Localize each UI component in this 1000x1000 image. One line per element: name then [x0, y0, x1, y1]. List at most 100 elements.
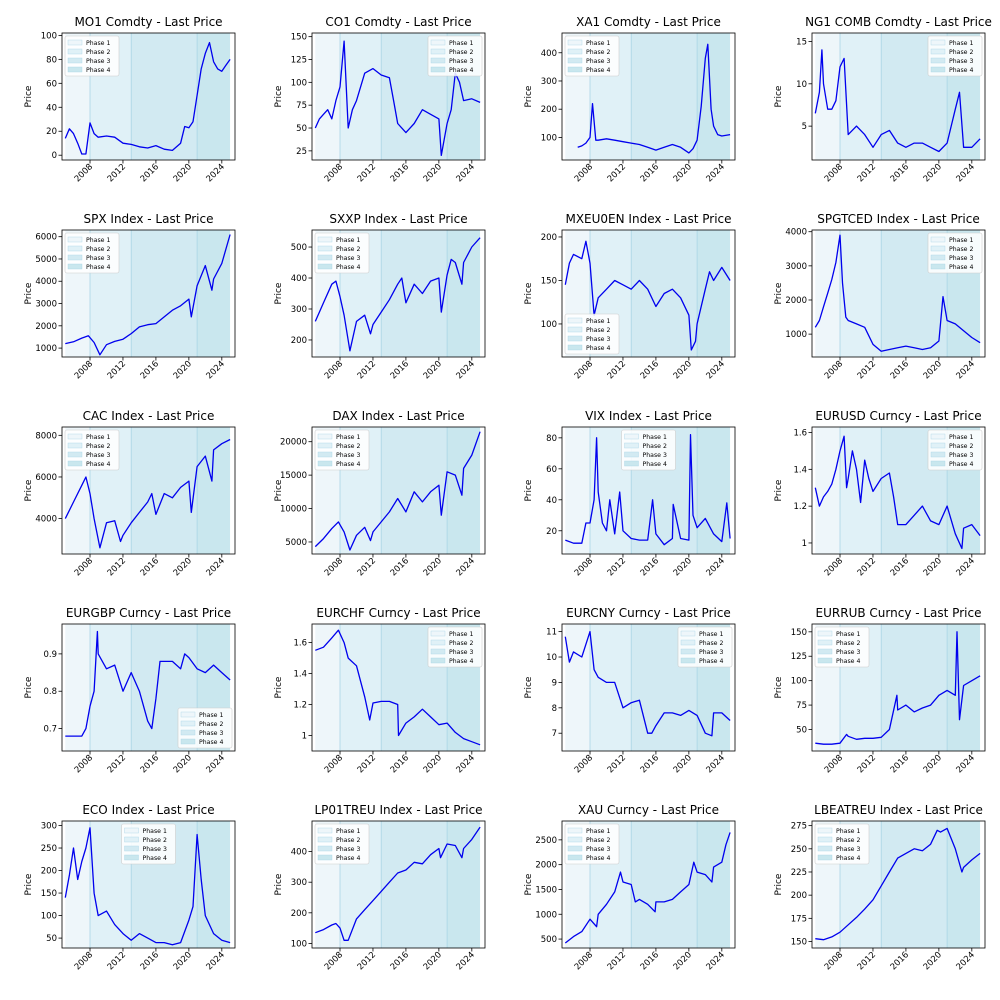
y-tick-label: 1 — [302, 732, 307, 742]
axes-frame — [811, 32, 986, 161]
legend-label: Phase 1 — [949, 434, 973, 441]
legend-swatch — [67, 245, 83, 252]
y-tick-label: 300 — [41, 822, 57, 832]
phase-band — [447, 230, 481, 357]
y-tick-label: 8 — [552, 704, 557, 714]
series-line — [815, 827, 981, 941]
legend: Phase 1 Phase 2 Phase 3 Phase 4 — [927, 35, 983, 77]
phase-band — [697, 230, 731, 357]
legend-label: Phase 3 — [586, 846, 610, 853]
x-tick-label: 2020 — [422, 359, 444, 381]
legend-label: Phase 3 — [643, 452, 667, 459]
y-tick-label: 80 — [546, 434, 557, 444]
chart-svg: VIX Index - Last Price Price 20 40 60 80 2008 2… — [524, 409, 736, 578]
y-tick-label: 150 — [791, 628, 807, 638]
legend-swatch — [930, 236, 946, 243]
y-tick-label: 1.2 — [293, 701, 307, 711]
x-tick-label: 2008 — [823, 556, 845, 578]
chart-svg: DAX Index - Last Price Price 5000 10000 1500… — [274, 409, 486, 578]
y-axis-label: Price — [24, 676, 34, 698]
legend-swatch — [430, 48, 446, 55]
legend-label: Phase 4 — [836, 855, 860, 862]
axes-frame — [311, 820, 486, 949]
legend-swatch — [567, 854, 583, 861]
series-line — [314, 431, 481, 551]
legend-swatch — [67, 236, 83, 243]
x-tick-label: 2020 — [422, 162, 444, 184]
legend-swatch — [67, 433, 83, 440]
legend-label: Phase 4 — [586, 345, 610, 352]
legend-label: Phase 2 — [643, 443, 667, 450]
legend-label: Phase 2 — [586, 837, 610, 844]
series-line — [315, 629, 481, 746]
y-tick-label: 1500 — [535, 885, 557, 895]
legend-label: Phase 1 — [836, 631, 860, 638]
y-axis-label: Price — [274, 676, 284, 698]
chart-title: MXEU0EN Index - Last Price — [565, 212, 731, 226]
phase-band — [697, 821, 731, 948]
y-tick-label: 200 — [291, 909, 307, 919]
legend-label: Phase 3 — [449, 58, 473, 65]
x-tick-label: 2024 — [955, 556, 977, 578]
legend-box — [814, 626, 870, 668]
legend-swatch — [430, 648, 446, 655]
x-tick-label: 2020 — [922, 753, 944, 775]
y-tick-label: 40 — [546, 496, 557, 506]
phase-band — [447, 821, 481, 948]
legend-label: Phase 3 — [836, 649, 860, 656]
y-tick-label: 100 — [541, 320, 557, 330]
chart-panel: LBEATREU Index - Last Price Price 150 175 20… — [750, 788, 1000, 985]
chart-title: SPX Index - Last Price — [84, 212, 214, 226]
legend-swatch — [567, 317, 583, 324]
legend: Phase 1 Phase 2 Phase 3 Phase 4 — [64, 429, 120, 471]
y-tick-label: 400 — [541, 49, 557, 59]
x-tick-label: 2020 — [672, 950, 694, 972]
legend-swatch — [930, 66, 946, 73]
phase-band — [881, 821, 948, 948]
chart-panel: SPX Index - Last Price Price 1000 2000 3000 4… — [0, 197, 250, 394]
x-tick-label: 2024 — [705, 359, 727, 381]
phase-band — [197, 821, 231, 948]
axes-frame — [61, 426, 236, 555]
legend-label: Phase 2 — [86, 246, 110, 253]
y-tick-label: 300 — [541, 77, 557, 87]
phase-band — [840, 427, 882, 554]
y-tick-label: 3000 — [35, 300, 57, 310]
x-tick-label: 2008 — [323, 556, 345, 578]
legend-label: Phase 4 — [449, 658, 473, 665]
legend-label: Phase 1 — [586, 828, 610, 835]
x-tick-label: 2016 — [889, 359, 911, 381]
legend-label: Phase 1 — [643, 434, 667, 441]
chart-svg: EURUSD Curncy - Last Price Price 1 1.2 1.4 1.… — [774, 409, 986, 578]
legend-label: Phase 2 — [586, 327, 610, 334]
x-tick-label: 2016 — [389, 359, 411, 381]
y-tick-label: 100 — [541, 133, 557, 143]
chart-svg: EURGBP Curncy - Last Price Price 0.7 0.8 0.9… — [24, 606, 236, 775]
x-tick-label: 2012 — [856, 359, 878, 381]
legend-swatch — [567, 48, 583, 55]
legend-label: Phase 1 — [836, 828, 860, 835]
x-tick-label: 2024 — [455, 162, 477, 184]
x-tick-label: 2024 — [205, 359, 227, 381]
y-tick-label: 100 — [291, 78, 307, 88]
axes-frame — [61, 623, 236, 752]
y-axis-label: Price — [524, 676, 534, 698]
legend-box — [564, 35, 620, 77]
y-tick-label: 200 — [541, 233, 557, 243]
y-tick-label: 10 — [546, 653, 557, 663]
y-tick-label: 50 — [46, 934, 57, 944]
x-tick-label: 2020 — [922, 359, 944, 381]
series-line — [65, 630, 231, 737]
legend-box — [314, 823, 370, 865]
legend-swatch — [624, 460, 639, 467]
axes-frame — [311, 229, 486, 358]
legend-swatch — [317, 836, 333, 843]
y-axis-label: Price — [274, 85, 284, 107]
legend-swatch — [430, 66, 446, 73]
y-tick-label: 1000 — [35, 344, 57, 354]
legend-label: Phase 2 — [699, 640, 723, 647]
y-tick-label: 11 — [546, 628, 557, 638]
y-tick-label: 15000 — [280, 471, 307, 481]
legend-swatch — [930, 433, 946, 440]
y-tick-label: 1.4 — [793, 465, 807, 475]
